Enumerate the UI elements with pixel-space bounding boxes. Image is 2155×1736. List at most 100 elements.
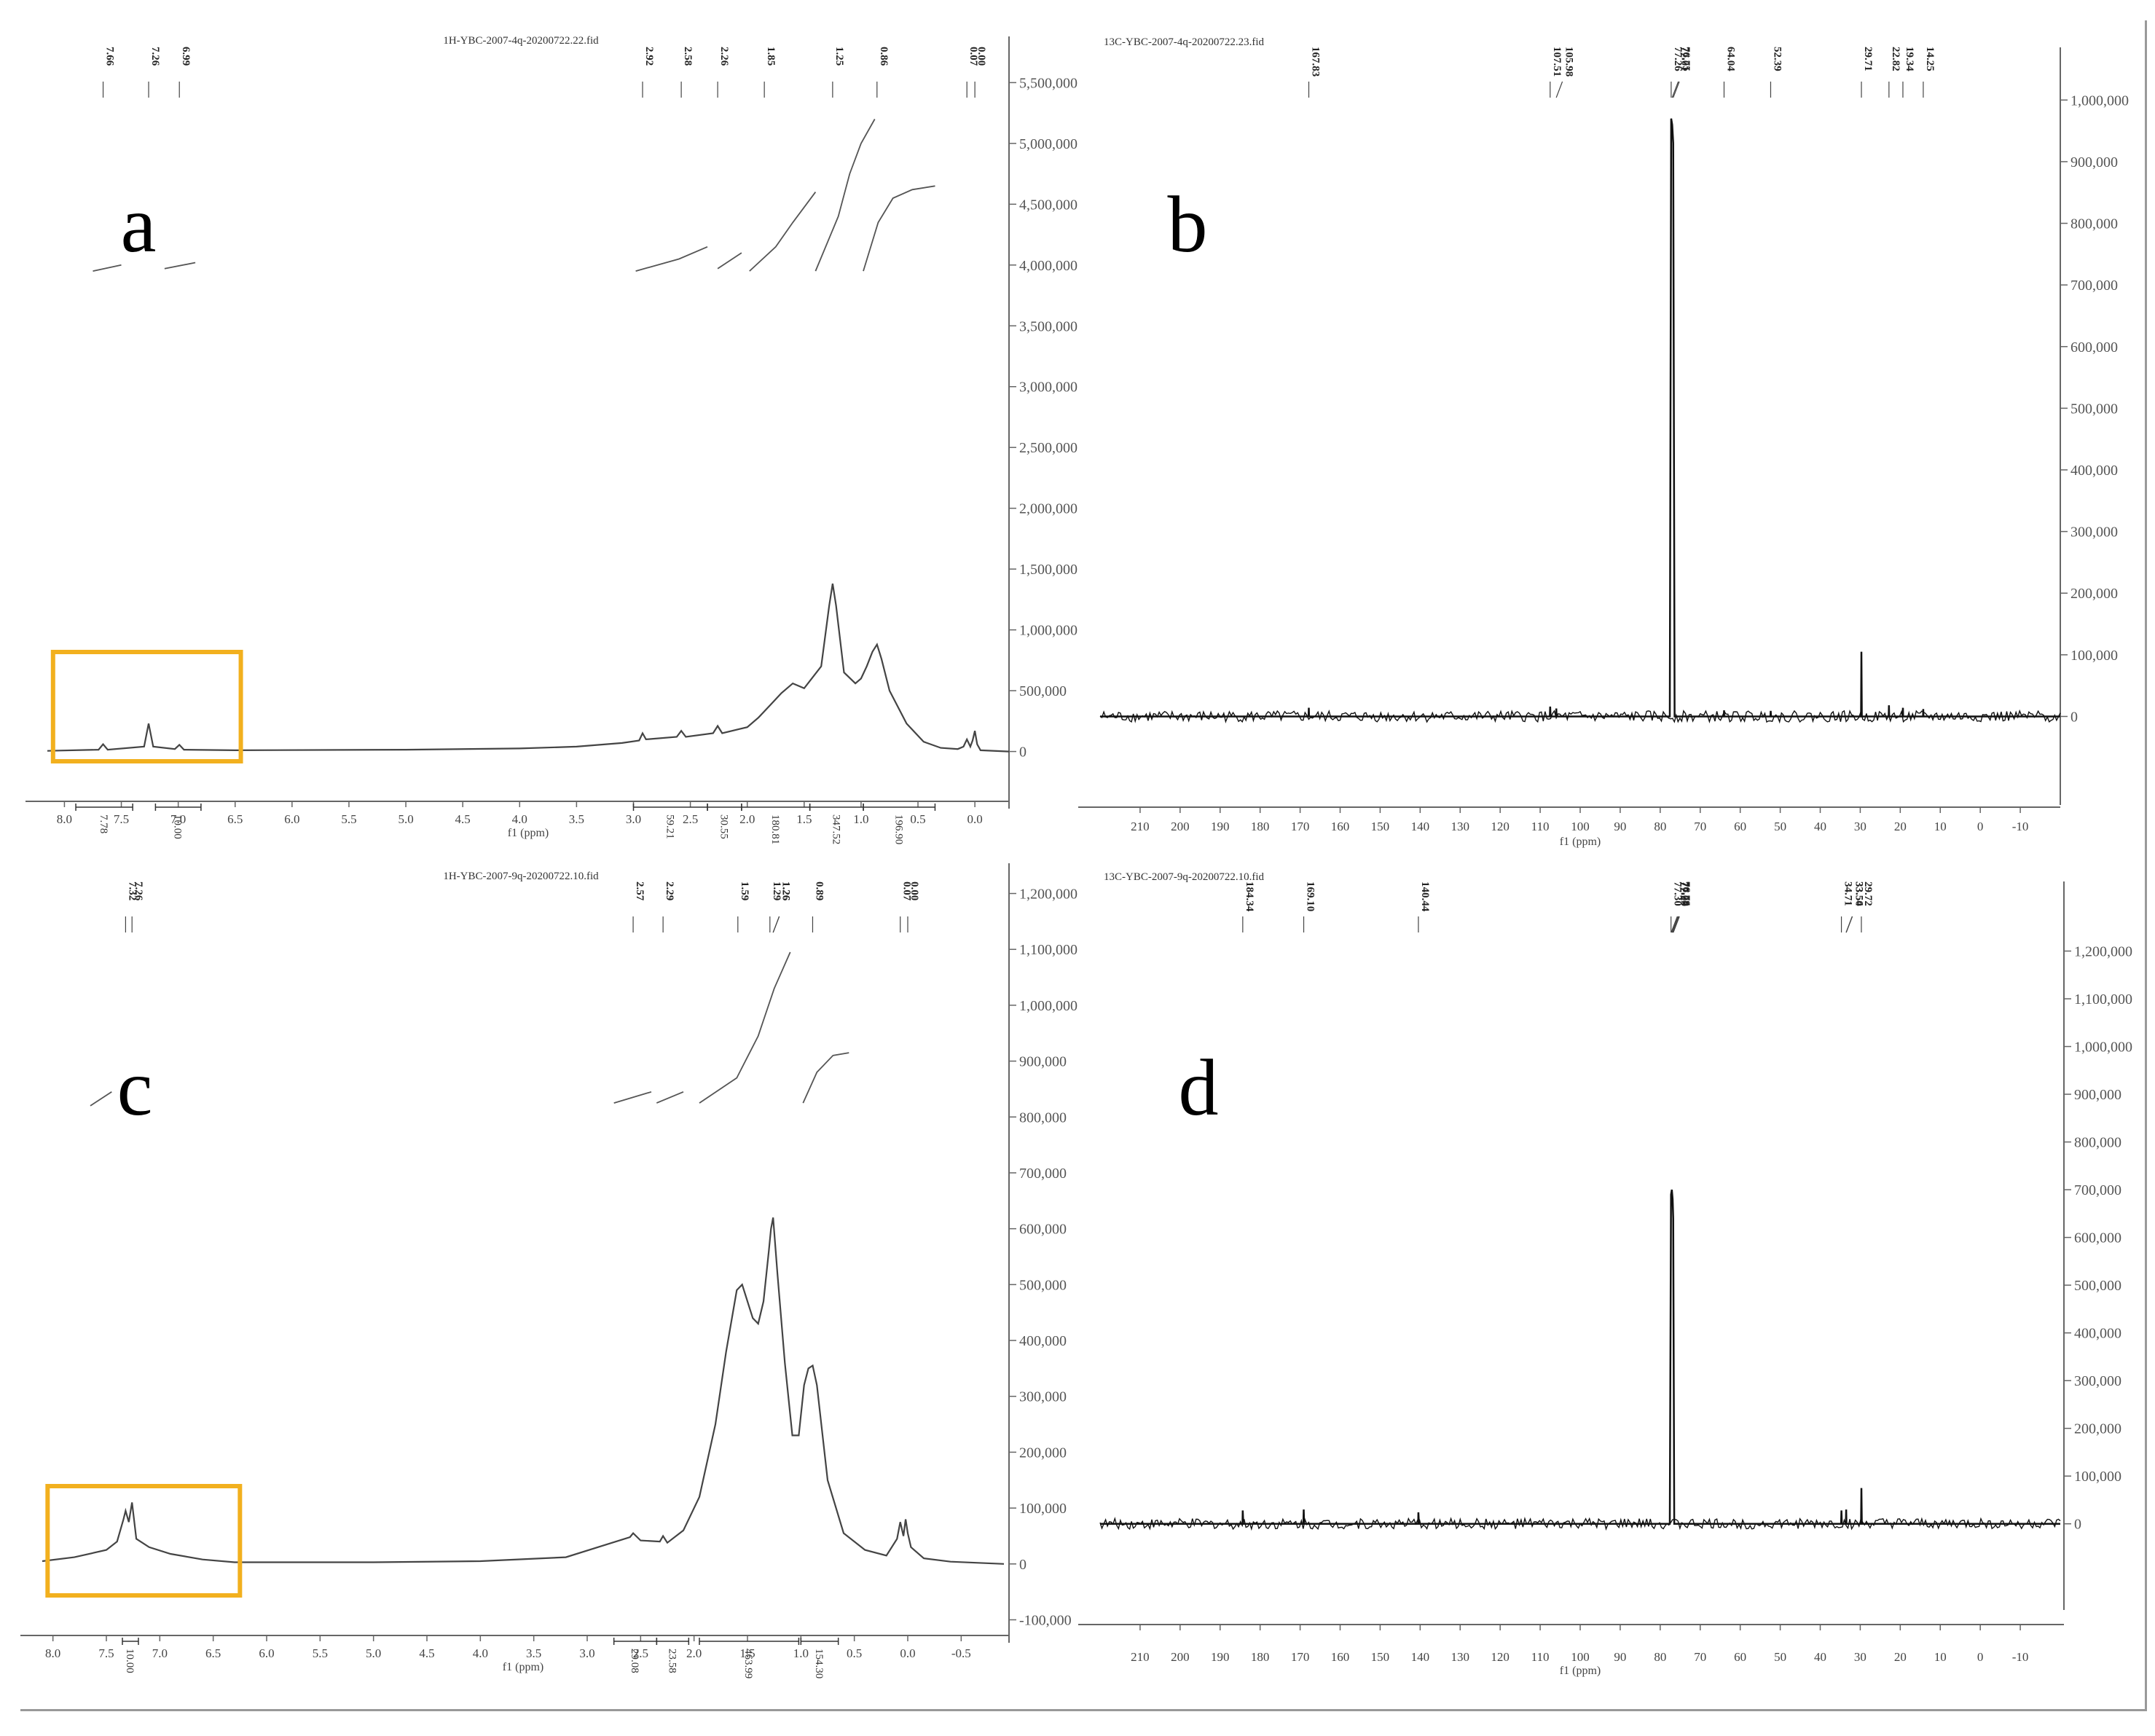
peak-label: 2.29	[664, 881, 675, 900]
y-tick-label: 400,000	[2074, 1326, 2121, 1342]
x-tick-label: 50	[1774, 1650, 1786, 1664]
x-tick-labels: 8.0 7.5 7.0 6.5 6.0 5.5 5.0 4.5 4.0 3.5 3.0 2.5 2.0 1…	[45, 1635, 971, 1660]
baseline-noise	[1099, 1517, 2061, 1531]
x-tick-label: 6.0	[259, 1646, 274, 1660]
x-tick-label: 150	[1371, 820, 1390, 833]
integral-curve	[802, 1052, 849, 1104]
y-tick-label: 300,000	[2070, 525, 2118, 541]
y-tick-label: 300,000	[1019, 1389, 1067, 1405]
peak-label: 169.10	[1305, 881, 1316, 911]
x-tick-label: 30	[1854, 1650, 1867, 1664]
peak-label-leader	[1555, 81, 1563, 98]
peak-label: 1.26	[780, 881, 792, 901]
x-tick-label: 110	[1531, 820, 1550, 833]
spectrum-panel-a: 8.0 7.5 7.0 6.5 6.0 5.5 5.0 4.5 4.0 3.5 3.0 2.5 2.0 1…	[25, 35, 1078, 844]
integral-value: 23.58	[666, 1649, 678, 1673]
y-tick-label: 1,000,000	[1019, 998, 1078, 1014]
y-tick-label: 200,000	[2074, 1421, 2121, 1437]
y-tick-label: 1,100,000	[2074, 991, 2132, 1008]
x-tick-label: 2.0	[686, 1646, 702, 1660]
spectrum-trace	[47, 584, 1010, 753]
integral-curve	[93, 264, 122, 272]
integral-value: 463.99	[742, 1649, 754, 1678]
x-tick-label: 5.0	[366, 1646, 381, 1660]
y-tick-label: 900,000	[2070, 154, 2118, 170]
peak-label: 14.25	[1924, 47, 1936, 71]
peak-label: 140.44	[1419, 881, 1431, 912]
y-tick-label: 400,000	[1019, 1333, 1067, 1349]
peak-label: 7.32	[126, 881, 138, 900]
y-tick-label: 500,000	[1019, 683, 1067, 699]
x-tick-label: 8.0	[57, 812, 72, 826]
y-tick-label: 4,000,000	[1019, 258, 1078, 274]
x-axis-label: f1 (ppm)	[1560, 836, 1601, 848]
y-tick-label: 0	[2074, 1517, 2081, 1533]
peak-label: 77.30	[1672, 881, 1684, 906]
x-tick-label: 60	[1734, 1650, 1746, 1664]
x-tick-label: 4.0	[473, 1646, 488, 1660]
x-tick-label: 210	[1131, 820, 1150, 833]
x-tick-label: 6.0	[284, 812, 299, 826]
x-tick-label: 100	[1571, 820, 1590, 833]
y-tick-label: 500,000	[2070, 401, 2118, 417]
x-tick-label: 160	[1331, 820, 1350, 833]
x-tick-label: 130	[1451, 820, 1470, 833]
x-tick-label: 120	[1491, 1650, 1510, 1664]
peak-label: 77.26	[1672, 47, 1684, 71]
peak-label: 1.59	[739, 881, 750, 900]
spectrum-panel-c: 8.0 7.5 7.0 6.5 6.0 5.5 5.0 4.5 4.0 3.5 3.0 2.5 2.0 1…	[20, 863, 1078, 1678]
y-tick-label: 800,000	[2074, 1135, 2121, 1151]
integral-curve	[717, 252, 742, 270]
panel-label: a	[121, 180, 157, 269]
peak-label: 0.07	[901, 881, 913, 901]
integral-curve	[613, 1091, 652, 1104]
integral-curve	[656, 1091, 684, 1104]
peak-label: 1.85	[765, 47, 777, 66]
x-tick-label: 0.0	[967, 812, 983, 826]
integral-value: 196.90	[892, 814, 904, 844]
x-tick-label: 180	[1251, 820, 1270, 833]
x-tick-label: 60	[1734, 820, 1746, 833]
spectrum-panel-b: 210 200 190 180 170 160 150 140 130 120 110 100 90 80…	[1078, 36, 2129, 848]
x-tick-label: 6.5	[205, 1646, 221, 1660]
x-tick-label: 170	[1291, 1650, 1310, 1664]
y-tick-label: 100,000	[2074, 1469, 2121, 1485]
y-tick-label: 5,500,000	[1019, 75, 1078, 91]
panel-label: c	[117, 1043, 153, 1132]
integral-curve	[699, 951, 791, 1104]
peak-label-leader	[1671, 81, 1679, 98]
x-tick-label: 7.5	[114, 812, 129, 826]
x-tick-label: 7.5	[98, 1646, 114, 1660]
panel-label: d	[1179, 1043, 1219, 1132]
spectrum-title: 1H-YBC-2007-4q-20200722.22.fid	[443, 35, 599, 47]
y-tick-label: 200,000	[1019, 1445, 1067, 1461]
peak-label: 167.83	[1310, 47, 1322, 76]
x-tick-label: 0	[1977, 1650, 1984, 1664]
x-tick-label: 10	[1934, 820, 1947, 833]
x-tick-label: 0.0	[900, 1646, 915, 1660]
x-tick-labels: 210 200 190 180 170 160 150 140 130 120 110 100 90 80…	[1131, 807, 2028, 833]
y-tick-label: 0	[1019, 745, 1027, 761]
panel-label: b	[1168, 180, 1208, 269]
y-tick-labels: 1,200,000 1,100,000 1,000,000 900,000 800,00…	[1009, 887, 1078, 1628]
x-tick-label: 200	[1171, 1650, 1190, 1664]
x-tick-label: 160	[1331, 1650, 1350, 1664]
integral-value: 29.08	[629, 1649, 640, 1673]
x-tick-label: 90	[1614, 820, 1626, 833]
peak-label-leader	[1845, 916, 1853, 933]
peak-label: 184.34	[1244, 881, 1255, 912]
x-tick-label: -0.5	[951, 1646, 971, 1660]
x-axis-label: f1 (ppm)	[508, 827, 549, 839]
peak-label: 0.86	[878, 47, 890, 66]
x-tick-label: 170	[1291, 820, 1310, 833]
peak-label-leader	[1673, 81, 1680, 98]
x-tick-label: 4.5	[455, 812, 471, 826]
y-tick-labels: 5,500,000 5,000,000 4,500,000 4,000,000 3,50…	[1009, 75, 1078, 761]
y-tick-label: 200,000	[2070, 586, 2118, 602]
y-tick-label: 100,000	[1019, 1501, 1067, 1517]
x-tick-label: 140	[1411, 820, 1430, 833]
peak-labels: 7.327.26 2.57 2.29 1.59 1.291.261.26 0.89 0.07…	[125, 881, 920, 933]
y-tick-label: 3,500,000	[1019, 318, 1078, 334]
y-tick-labels: 1,000,000 900,000 800,000 700,000 600,000 500…	[2060, 93, 2129, 725]
x-tick-label: 90	[1614, 1650, 1626, 1664]
